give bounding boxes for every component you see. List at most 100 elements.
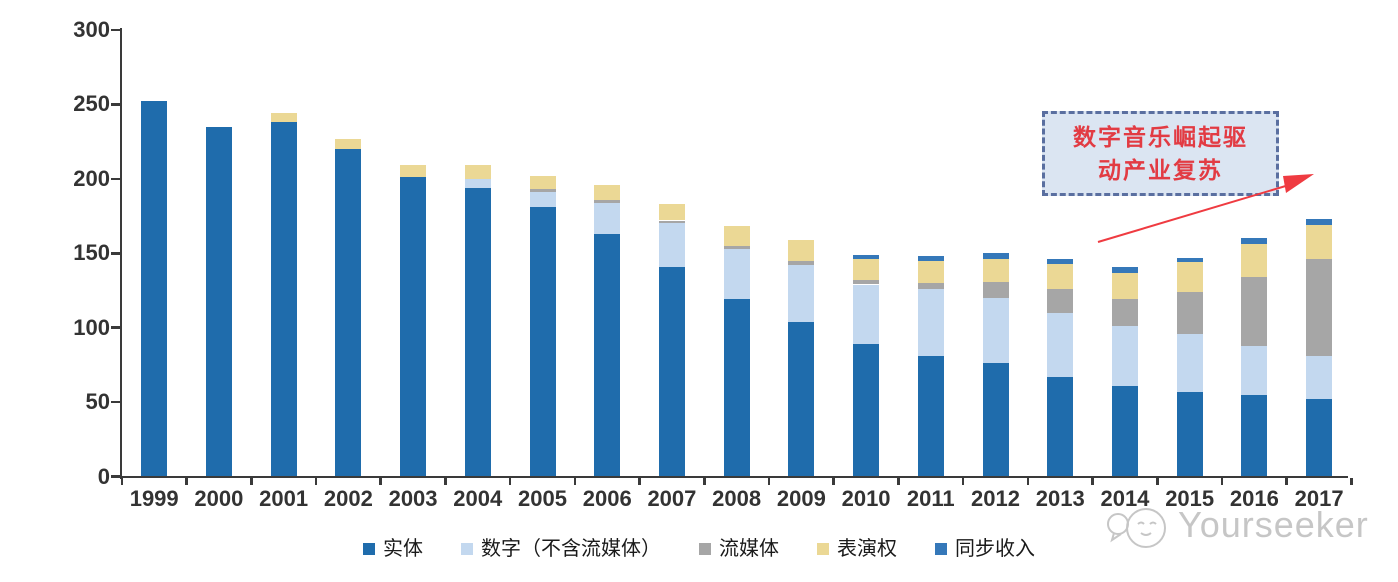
bar-segment-2007 — [658, 266, 685, 477]
bar-segment-2013 — [1047, 312, 1074, 377]
x-axis-label: 2004 — [453, 486, 503, 511]
bar-segment-2016 — [1241, 277, 1268, 346]
legend-label: 同步收入 — [955, 538, 1035, 560]
legend-swatch-icon — [699, 543, 711, 555]
annotation-text-line2: 动产业复苏 — [1098, 156, 1223, 183]
x-axis-label: 2010 — [841, 486, 891, 511]
bar-segment-2006 — [594, 233, 621, 477]
x-tick — [703, 477, 706, 485]
x-axis-label: 2013 — [1035, 486, 1085, 511]
x-tick — [508, 477, 512, 485]
bar-segment-2005 — [529, 192, 556, 208]
x-axis-label: 2001 — [259, 486, 309, 511]
bar-segment-2012 — [982, 259, 1009, 282]
bar-segment-2004 — [464, 178, 491, 188]
x-axis-label: 2006 — [582, 486, 632, 511]
y-tick — [110, 177, 120, 181]
bar-segment-2015 — [1176, 391, 1203, 477]
bar-segment-2012 — [982, 281, 1009, 298]
legend-label: 流媒体 — [719, 538, 779, 560]
bar-segment-2013 — [1047, 263, 1074, 289]
bar-segment-2010 — [853, 344, 880, 477]
bar-segment-2015 — [1176, 262, 1203, 292]
x-tick — [185, 477, 188, 485]
y-tick — [110, 103, 120, 106]
bar-segment-1999 — [141, 101, 168, 477]
bar-segment-2005 — [529, 207, 556, 477]
y-axis-label: 100 — [73, 314, 110, 340]
x-axis — [119, 475, 1348, 478]
y-tick — [110, 326, 120, 329]
x-axis-label: 2014 — [1100, 486, 1150, 511]
watermark-text: Yourseeker — [1178, 504, 1369, 545]
bar-segment-2016 — [1241, 394, 1268, 477]
x-axis-label: 2015 — [1165, 486, 1215, 511]
bar-segment-2001 — [270, 122, 297, 477]
bar-segment-2016 — [1241, 244, 1268, 278]
y-tick — [110, 400, 120, 404]
bar-segment-2006 — [594, 202, 621, 234]
y-tick — [110, 475, 120, 478]
x-axis-label: 2007 — [647, 486, 697, 511]
bar-segment-2015 — [1176, 291, 1203, 334]
bar-segment-2010 — [853, 259, 880, 281]
bar-segment-2007 — [658, 204, 685, 221]
x-tick — [1285, 477, 1288, 485]
bar-segment-2017 — [1306, 219, 1333, 225]
watermark: Yourseeker — [1104, 496, 1398, 556]
x-tick — [1156, 477, 1159, 485]
bar-segment-2005 — [529, 189, 556, 193]
bar-segment-2014 — [1111, 385, 1138, 477]
bar-segment-2014 — [1111, 299, 1138, 327]
x-axis-label: 2005 — [518, 486, 567, 511]
bar-segment-2017 — [1306, 259, 1333, 356]
bar-segment-2005 — [529, 175, 556, 190]
bar-segment-2011 — [917, 283, 944, 289]
x-tick — [961, 477, 965, 485]
bar-segment-2012 — [982, 363, 1009, 477]
x-axis-label: 2002 — [323, 486, 373, 511]
bar-segment-2009 — [788, 239, 815, 261]
x-axis-label: 1999 — [129, 486, 179, 511]
bar-segment-2017 — [1306, 399, 1333, 477]
bar-segment-2011 — [917, 256, 944, 261]
x-tick — [444, 477, 447, 485]
bar-segment-2015 — [1176, 257, 1203, 263]
bar-segment-2015 — [1176, 333, 1203, 392]
x-tick — [897, 477, 900, 485]
y-axis-label: 200 — [73, 165, 110, 191]
bar-segment-2016 — [1241, 238, 1268, 245]
bar-segment-2010 — [853, 284, 880, 345]
watermark-logo-icon — [1107, 508, 1166, 548]
bar-segment-2001 — [270, 113, 297, 123]
y-axis-label: 250 — [73, 91, 110, 117]
legend-item: 实体 — [363, 537, 423, 561]
bar-segment-2011 — [917, 260, 944, 283]
legend-item: 数字（不含流媒体） — [461, 537, 661, 561]
bar-segment-2010 — [853, 254, 880, 260]
x-tick — [1091, 477, 1094, 485]
legend-swatch-icon — [461, 543, 473, 555]
x-tick — [250, 477, 253, 485]
bar-segment-2013 — [1047, 376, 1074, 477]
x-tick — [314, 477, 318, 485]
y-axis — [119, 28, 122, 479]
bar-segment-2003 — [400, 165, 427, 178]
y-axis-label: 300 — [73, 17, 110, 42]
bar-segment-2012 — [982, 297, 1009, 364]
y-axis-label: 150 — [73, 240, 110, 266]
bar-segment-2008 — [723, 248, 750, 300]
x-tick — [573, 477, 577, 485]
bar-segment-2014 — [1111, 266, 1138, 273]
bar-segment-2011 — [917, 288, 944, 356]
bar-segment-2002 — [335, 149, 362, 477]
legend-swatch-icon — [935, 543, 947, 555]
x-axis-label: 2003 — [388, 486, 438, 511]
bar-segment-2007 — [658, 220, 685, 224]
bar-segment-2003 — [400, 177, 427, 477]
y-tick — [110, 252, 120, 255]
bar-segment-2017 — [1306, 355, 1333, 400]
bar-segment-2013 — [1047, 259, 1074, 264]
bar-segment-2014 — [1111, 326, 1138, 386]
bar-segment-2016 — [1241, 345, 1268, 395]
